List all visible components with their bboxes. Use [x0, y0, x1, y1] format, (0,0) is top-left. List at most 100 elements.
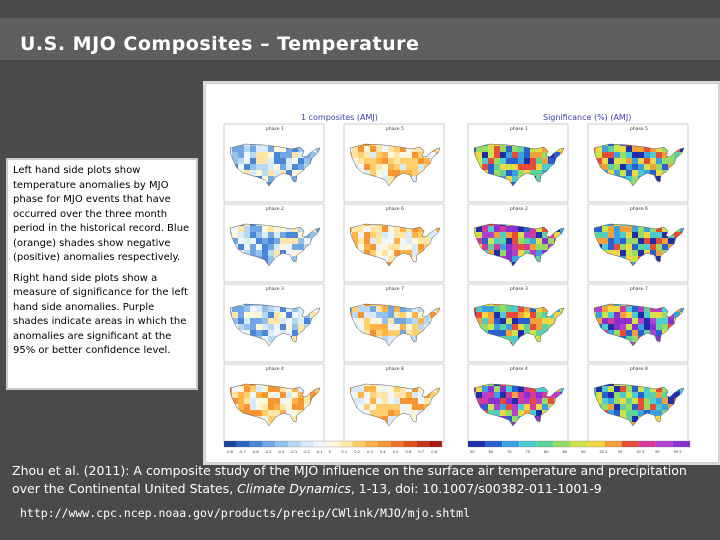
colorbar-tick-label: -0.1 [316, 450, 323, 454]
colorbar-tick-label: -0.3 [290, 450, 297, 454]
colorbar-tick-label: 0.5 [393, 450, 399, 454]
colorbar-tick-label: 99 [655, 450, 660, 454]
colorbar-tick-label: -0.7 [239, 450, 246, 454]
colorbar-tick-label: 75 [526, 450, 531, 454]
panel-phase-label: phase 4 [266, 366, 284, 372]
right-panel-header: Significance (%) (AMJ) [543, 113, 631, 122]
panel-phase-label: phase 5 [386, 126, 404, 132]
colorbar-swatch [236, 441, 250, 447]
colorbar-tick-label: 99.5 [674, 450, 682, 454]
anomaly-map-panel: phase 3 [223, 283, 325, 363]
colorbar-tick-label: 0.1 [341, 450, 347, 454]
citation-prefix: Zhou et al. (2011): A composite study of… [12, 463, 687, 496]
anomaly-map-panel: phase 2 [223, 203, 325, 283]
significance-map-panel: phase 6 [587, 203, 689, 283]
panel-phase-label: phase 2 [266, 206, 284, 212]
colorbar-swatch [429, 441, 442, 447]
citation-suffix: , 1-13, doi: 10.1007/s00382-011-1001-9 [350, 481, 602, 496]
colorbar-tick-label: 92.5 [600, 450, 608, 454]
colorbar-swatch [377, 441, 391, 447]
colorbar-tick-label: 0.7 [418, 450, 424, 454]
colorbar-tick-label: 0.4 [380, 450, 386, 454]
mjo-composite-figure: 1 composites (AMJ) Significance (%) (AMJ… [205, 83, 719, 463]
colorbar-tick-label: 0.2 [354, 450, 360, 454]
significance-map-panel: phase 1 [467, 123, 569, 203]
significance-map-panel: phase 2 [467, 203, 569, 283]
anomaly-map-panel: phase 8 [343, 363, 445, 443]
colorbar-tick-label: 50 [470, 450, 475, 454]
panel-phase-label: phase 2 [510, 206, 528, 212]
panel-phase-label: phase 8 [630, 366, 648, 372]
colorbar-swatch [224, 441, 237, 447]
colorbar-tick-label: 70 [507, 450, 512, 454]
colorbar-swatch [326, 441, 340, 447]
colorbar-swatch [262, 441, 276, 447]
colorbar-swatch [390, 441, 404, 447]
colorbar-swatch [416, 441, 430, 447]
colorbar-swatch [519, 441, 537, 447]
panels: phase 1 phase 5 phase 1 phase 5 phase 2 phase… [223, 123, 689, 443]
anomaly-map-panel: phase 4 [223, 363, 325, 443]
colorbar-swatch [485, 441, 503, 447]
colorbar-swatch [553, 441, 571, 447]
colorbar-swatch [352, 441, 366, 447]
source-url-link[interactable]: http://www.cpc.ncep.noaa.gov/products/pr… [20, 506, 471, 520]
panel-phase-label: phase 8 [386, 366, 404, 372]
colorbar-tick-label: 90 [581, 450, 586, 454]
slide-title: U.S. MJO Composites – Temperature [20, 33, 420, 55]
colorbar-tick-label: 0.8 [431, 450, 437, 454]
panel-phase-label: phase 4 [510, 366, 528, 372]
colorbar-swatch [403, 441, 417, 447]
colorbar-tick-label: 0.3 [367, 450, 373, 454]
anomaly-map-panel: phase 1 [223, 123, 325, 203]
significance-colorbar: 50 60 70 75 80 85 90 92.5 95 97.5 99 99.5 [467, 440, 691, 454]
title-bar [0, 18, 720, 60]
callout-right-plots-text: Right hand side plots show a measure of … [13, 272, 188, 357]
panel-phase-label: phase 6 [386, 206, 404, 212]
colorbar-swatch [365, 441, 378, 447]
panel-phase-label: phase 5 [630, 126, 648, 132]
significance-map-panel: phase 5 [587, 123, 689, 203]
significance-map-panel: phase 3 [467, 283, 569, 363]
panel-phase-label: phase 3 [266, 286, 284, 292]
colorbar-swatch [655, 441, 673, 447]
colorbar-tick-label: -0.4 [277, 450, 285, 454]
colorbar-swatch [468, 441, 486, 447]
colorbar-tick-label: 97.5 [637, 450, 645, 454]
left-panel-header: 1 composites (AMJ) [301, 113, 378, 122]
colorbar-swatch [638, 441, 656, 447]
colorbar-swatch [288, 441, 301, 447]
colorbar-tick-label: 80 [544, 450, 549, 454]
significance-map-panel: phase 4 [467, 363, 569, 443]
colorbar-tick-label: 0.6 [406, 450, 412, 454]
significance-map-panel: phase 7 [587, 283, 689, 363]
composite-maps-grid: 1 composites (AMJ) Significance (%) (AMJ… [223, 113, 691, 454]
citation: Zhou et al. (2011): A composite study of… [12, 462, 712, 498]
colorbar-swatch [570, 441, 588, 447]
colorbar-swatch [339, 441, 353, 447]
panel-phase-label: phase 1 [266, 126, 284, 132]
anomaly-map-panel: phase 5 [343, 123, 445, 203]
colorbar-swatch [249, 441, 263, 447]
colorbar-tick-label: 60 [489, 450, 494, 454]
colorbar-swatch [300, 441, 314, 447]
colorbar-swatch [536, 441, 554, 447]
colorbar-tick-label: 85 [563, 450, 568, 454]
anomaly-colorbar: -0.8 -0.7 -0.6 -0.5 -0.4 -0.3 -0.2 -0.1 0 0.1 0.2 0… [223, 440, 443, 454]
colorbar-swatch [604, 441, 622, 447]
colorbar-tick-label: 0 [329, 450, 332, 454]
anomaly-map-panel: phase 6 [343, 203, 445, 283]
colorbar-tick-label: -0.8 [226, 450, 234, 454]
colorbar-swatch [313, 441, 327, 447]
panel-phase-label: phase 7 [386, 286, 404, 292]
colorbar-tick-label: -0.2 [303, 450, 310, 454]
panel-phase-label: phase 6 [630, 206, 648, 212]
explanation-callout: Left hand side plots show temperature an… [6, 158, 198, 390]
colorbar-swatch [275, 441, 289, 447]
significance-map-panel: phase 8 [587, 363, 689, 443]
citation-journal: Climate Dynamics [237, 481, 351, 496]
colorbar-swatch [672, 441, 690, 447]
panel-phase-label: phase 3 [510, 286, 528, 292]
colorbar-tick-label: -0.5 [264, 450, 271, 454]
callout-left-plots-text: Left hand side plots show temperature an… [13, 165, 190, 263]
